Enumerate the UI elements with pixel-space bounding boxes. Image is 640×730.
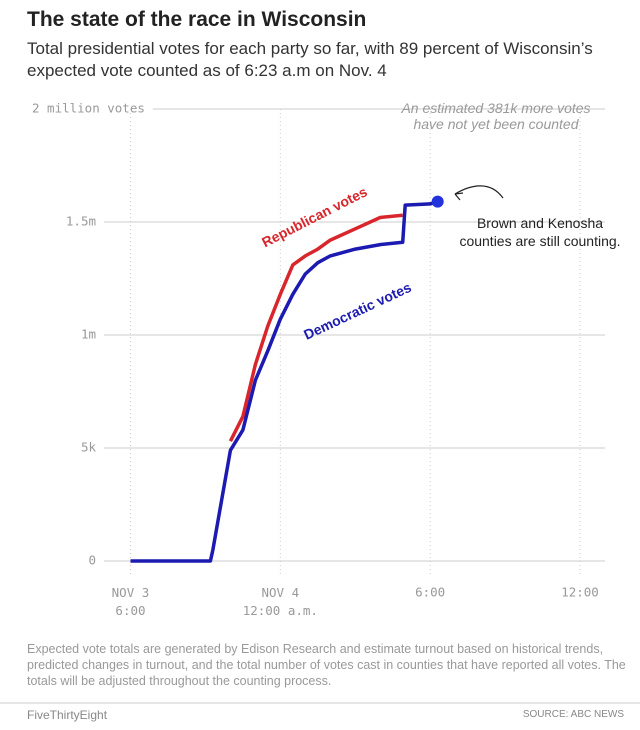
y-tick-label: 1.5m [66,214,96,229]
annotation: Brown and Kenosha counties are still coun… [459,215,620,249]
series-label: Republican votes [259,183,370,250]
footnote: Expected vote totals are generated by Ed… [27,642,626,688]
end-point [431,195,444,208]
y-tick-label: 1m [81,327,96,342]
source: SOURCE: ABC NEWS [522,709,624,720]
x-tick-label: NOV 4 12:00 a.m. [243,585,318,618]
series-label: Democratic votes [301,279,414,343]
y-tick-label: 0 [88,553,96,568]
y-tick-label: 2 million votes [32,101,145,116]
chart-title: The state of the race in Wisconsin [27,8,367,31]
annotation-arrow [454,185,504,199]
annotation: An estimated 381k more votes have not yet… [400,100,590,132]
series-line [228,213,403,442]
credit: FiveThirtyEight [27,708,108,722]
y-tick-label: 5k [81,440,97,455]
arrow-head [454,192,464,201]
x-tick-label: NOV 3 6:00 [112,585,150,618]
x-tick-label: 6:00 [415,585,445,600]
x-tick-label: 12:00 [561,585,599,600]
series-line [130,200,439,563]
chart-subtitle: Total presidential votes for each party … [27,39,593,80]
